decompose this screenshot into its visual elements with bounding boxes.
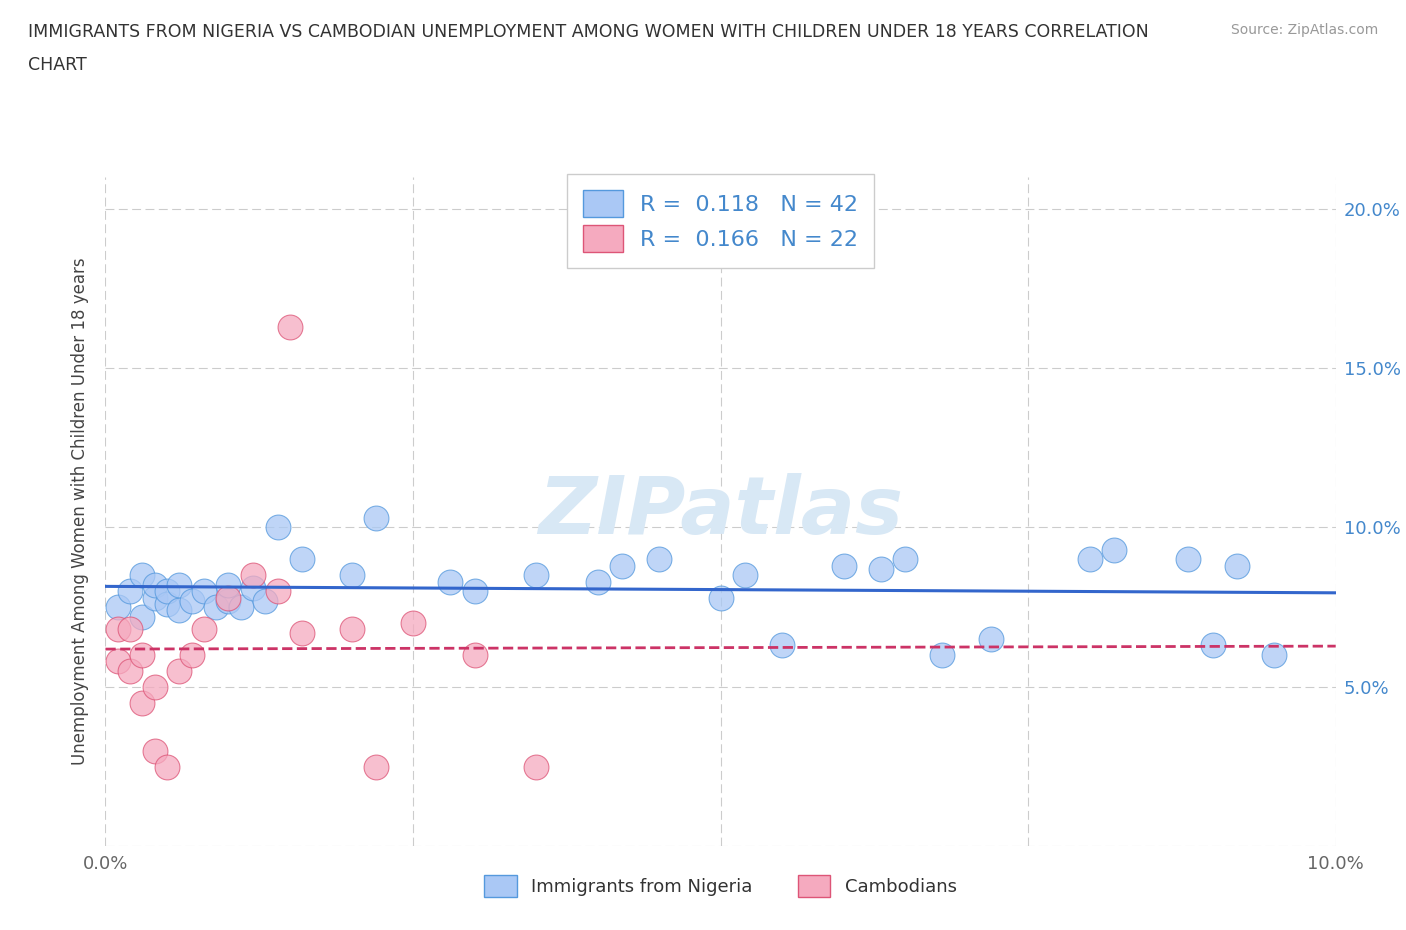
Point <box>291 625 314 640</box>
Point <box>1201 638 1223 653</box>
Point <box>218 593 240 608</box>
Point <box>710 591 733 605</box>
Point <box>169 663 191 678</box>
Point <box>180 593 202 608</box>
Point <box>229 600 252 615</box>
Point <box>120 663 141 678</box>
Point <box>169 603 191 618</box>
Text: Source: ZipAtlas.com: Source: ZipAtlas.com <box>1230 23 1378 37</box>
Point <box>1263 647 1285 662</box>
Point <box>770 638 793 653</box>
Point <box>143 680 166 695</box>
Point <box>156 596 179 611</box>
Point <box>278 319 301 334</box>
Point <box>169 578 191 592</box>
Point <box>143 743 166 758</box>
Point <box>524 568 547 583</box>
Point <box>120 584 141 599</box>
Point <box>131 568 153 583</box>
Point <box>980 631 1002 646</box>
Point <box>340 568 363 583</box>
Text: CHART: CHART <box>28 56 87 73</box>
Point <box>156 584 179 599</box>
Point <box>242 580 264 595</box>
Point <box>242 568 264 583</box>
Point <box>894 551 917 566</box>
Point <box>464 584 486 599</box>
Point <box>340 622 363 637</box>
Point <box>107 600 129 615</box>
Point <box>107 622 129 637</box>
Point <box>1226 558 1249 573</box>
Point <box>267 584 290 599</box>
Y-axis label: Unemployment Among Women with Children Under 18 years: Unemployment Among Women with Children U… <box>72 258 90 765</box>
Point <box>193 622 215 637</box>
Point <box>205 600 228 615</box>
Point <box>524 759 547 774</box>
Point <box>648 551 671 566</box>
Point <box>143 591 166 605</box>
Point <box>366 511 388 525</box>
Point <box>180 647 202 662</box>
Point <box>1177 551 1199 566</box>
Point <box>1104 542 1126 557</box>
Point <box>131 609 153 624</box>
Point <box>402 616 425 631</box>
Point <box>464 647 486 662</box>
Point <box>193 584 215 599</box>
Point <box>439 574 461 589</box>
Point <box>254 593 277 608</box>
Text: IMMIGRANTS FROM NIGERIA VS CAMBODIAN UNEMPLOYMENT AMONG WOMEN WITH CHILDREN UNDE: IMMIGRANTS FROM NIGERIA VS CAMBODIAN UNE… <box>28 23 1149 41</box>
Text: ZIPatlas: ZIPatlas <box>538 472 903 551</box>
Point <box>218 591 240 605</box>
Point <box>612 558 634 573</box>
Point <box>131 647 153 662</box>
Point <box>366 759 388 774</box>
Point <box>869 562 891 577</box>
Point <box>107 654 129 669</box>
Point <box>931 647 953 662</box>
Point <box>1078 551 1101 566</box>
Point <box>291 551 314 566</box>
Legend: Immigrants from Nigeria, Cambodians: Immigrants from Nigeria, Cambodians <box>477 868 965 904</box>
Point <box>156 759 179 774</box>
Point <box>267 520 290 535</box>
Point <box>734 568 756 583</box>
Point <box>832 558 855 573</box>
Point <box>131 696 153 711</box>
Point <box>586 574 609 589</box>
Point <box>120 622 141 637</box>
Point <box>218 578 240 592</box>
Point <box>143 578 166 592</box>
